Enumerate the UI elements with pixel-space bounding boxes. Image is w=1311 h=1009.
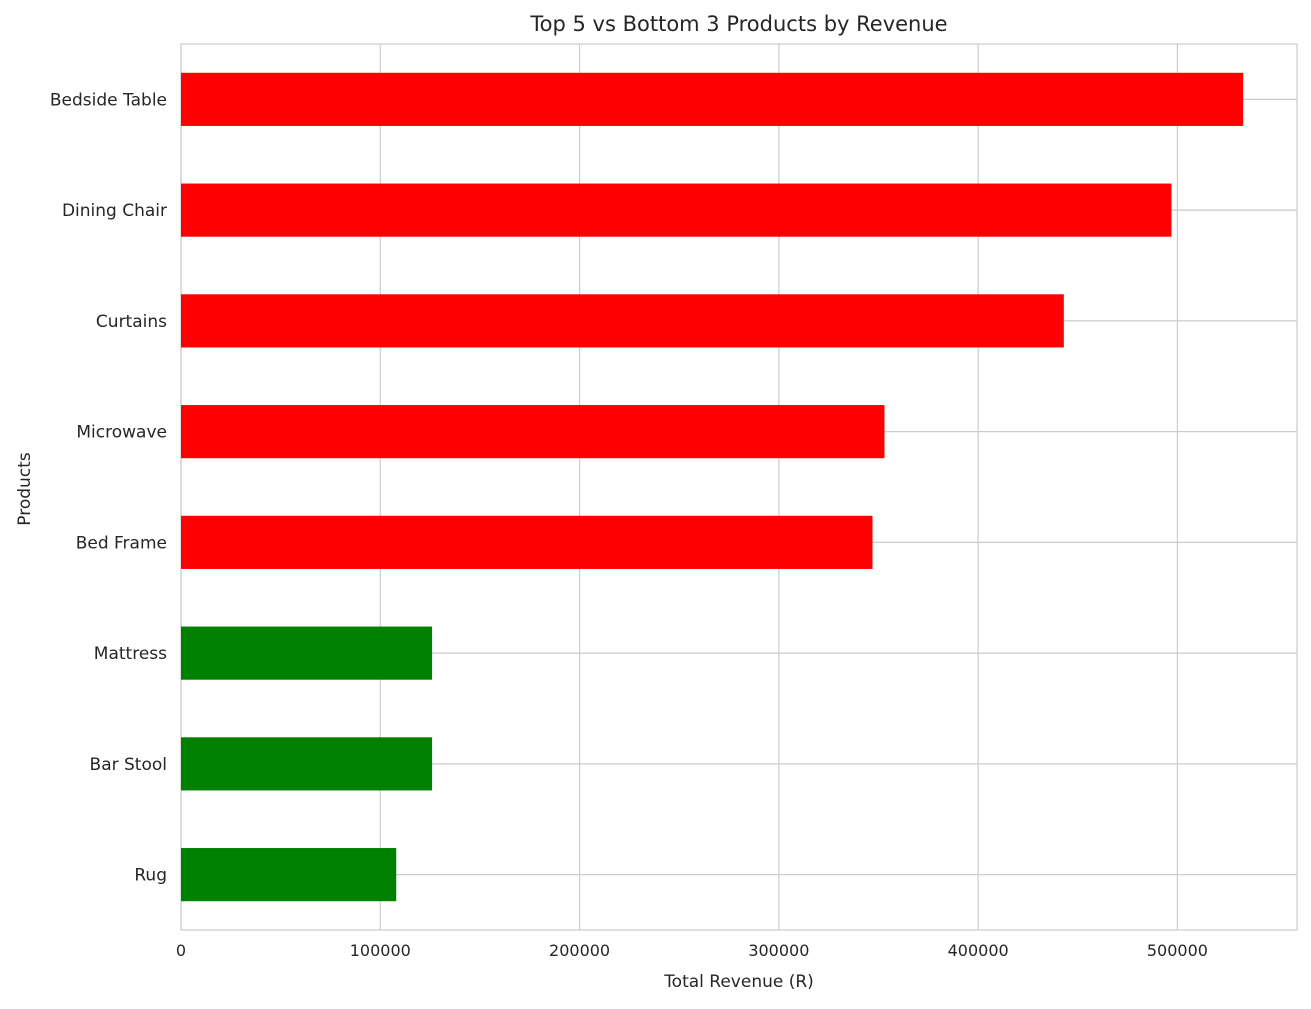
x-axis-label: Total Revenue (R) [663, 972, 814, 992]
bar [181, 72, 1244, 126]
x-tick-label: 400000 [948, 941, 1009, 960]
chart-title: Top 5 vs Bottom 3 Products by Revenue [529, 12, 947, 36]
y-tick-label: Microwave [76, 423, 167, 443]
bar [181, 183, 1172, 237]
bar [181, 626, 433, 680]
bar [181, 515, 873, 569]
bar [181, 737, 433, 791]
x-tick-label: 0 [176, 941, 186, 960]
y-tick-label: Rug [134, 866, 167, 886]
x-tick-label: 500000 [1147, 941, 1208, 960]
bar [181, 405, 885, 459]
x-tick-label: 100000 [350, 941, 411, 960]
y-tick-label: Bed Frame [76, 533, 167, 553]
bar [181, 294, 1064, 348]
y-tick-label: Mattress [94, 644, 167, 664]
y-tick-label: Curtains [96, 312, 167, 332]
x-tick-label: 200000 [549, 941, 610, 960]
x-tick-labels: 0 100000 200000 300000 400000 500000 [176, 941, 1208, 960]
y-tick-label: Bar Stool [90, 755, 167, 775]
bar [181, 848, 397, 902]
y-tick-labels: Bedside Table Dining Chair Curtains Microwa… [50, 90, 167, 885]
y-tick-label: Bedside Table [50, 90, 167, 110]
bars-layer [181, 72, 1244, 902]
y-tick-label: Dining Chair [62, 201, 167, 221]
plot-frame [180, 43, 1298, 931]
x-tick-label: 300000 [748, 941, 809, 960]
y-axis-label: Products [15, 452, 35, 526]
